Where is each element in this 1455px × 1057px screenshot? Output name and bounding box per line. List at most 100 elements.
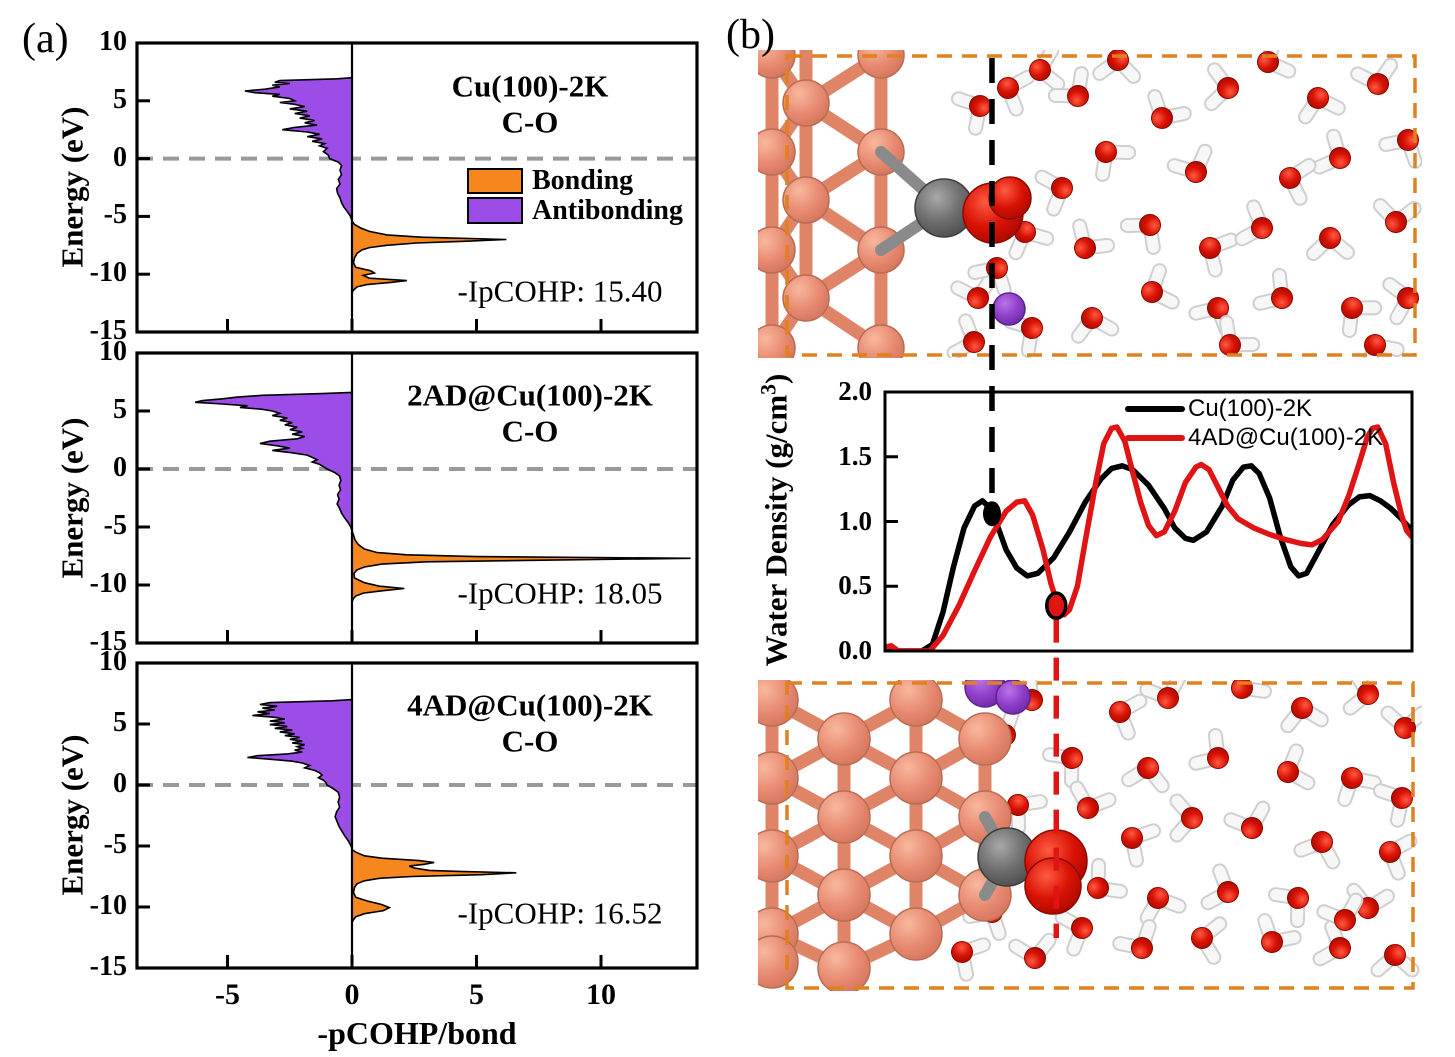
co-oxygen-atom bbox=[1024, 857, 1082, 915]
water-oxygen-atom bbox=[1051, 177, 1073, 199]
cu-atom bbox=[817, 868, 871, 922]
water-molecule bbox=[1141, 263, 1180, 310]
water-molecule bbox=[1350, 57, 1399, 95]
water-oxygen-atom bbox=[1329, 147, 1351, 169]
water-molecule bbox=[997, 69, 1036, 117]
water-oxygen-atom bbox=[1261, 931, 1283, 953]
marker-black-dot bbox=[982, 501, 1001, 527]
water-molecule bbox=[1002, 314, 1043, 358]
water-oxygen-atom bbox=[951, 941, 973, 963]
water-oxygen-atom bbox=[1217, 881, 1239, 903]
water-oxygen-atom bbox=[997, 77, 1019, 99]
water-oxygen-atom bbox=[1384, 944, 1406, 966]
water-oxygen-atom bbox=[1139, 214, 1161, 236]
water-oxygen-atom bbox=[1081, 307, 1103, 329]
snapshot-border bbox=[785, 681, 1415, 990]
water-molecule bbox=[1257, 913, 1302, 953]
cu-atom bbox=[758, 829, 799, 883]
marker-red-circle bbox=[1045, 591, 1068, 620]
water-molecule bbox=[1219, 315, 1261, 356]
water-oxygen-atom bbox=[1157, 687, 1179, 709]
bonding-area bbox=[351, 218, 507, 294]
water-molecule bbox=[1070, 307, 1120, 344]
water-molecule bbox=[1370, 944, 1420, 978]
water-oxygen-atom bbox=[1071, 917, 1093, 939]
bonding-area bbox=[351, 848, 517, 924]
cu-atom bbox=[782, 79, 830, 127]
water-molecule bbox=[1223, 800, 1271, 839]
plot-frame bbox=[135, 351, 699, 645]
water-molecule bbox=[1119, 214, 1161, 255]
water-oxygen-atom bbox=[1329, 937, 1351, 959]
cu-bond bbox=[860, 50, 888, 62]
water-molecule bbox=[1382, 276, 1419, 326]
water-oxygen-atom bbox=[1271, 287, 1293, 309]
water-molecule bbox=[1191, 916, 1228, 965]
potassium-atom bbox=[995, 680, 1031, 715]
water-oxygen-atom bbox=[1181, 807, 1203, 829]
co-oxygen-atom bbox=[988, 176, 1032, 220]
water-molecule bbox=[1139, 887, 1187, 926]
plot-frame bbox=[135, 41, 699, 334]
water-molecule bbox=[1072, 218, 1116, 259]
cu-atom bbox=[958, 712, 1012, 766]
cu-atom bbox=[817, 790, 871, 844]
water-molecule bbox=[1379, 833, 1418, 881]
water-molecule bbox=[946, 313, 985, 358]
water-oxygen-atom bbox=[1021, 317, 1043, 339]
legend-bonding-swatch bbox=[467, 168, 523, 194]
water-molecule bbox=[1306, 227, 1356, 262]
water-oxygen-atom bbox=[1291, 697, 1313, 719]
cu-atom bbox=[889, 751, 943, 805]
water-oxygen-atom bbox=[1277, 761, 1299, 783]
water-oxygen-atom bbox=[1061, 747, 1083, 769]
cu-atom bbox=[782, 274, 830, 322]
cu-atom bbox=[758, 935, 799, 989]
water-molecule bbox=[1169, 793, 1203, 843]
water-molecule bbox=[1257, 50, 1297, 79]
water-oxygen-atom bbox=[1147, 887, 1169, 909]
water-oxygen-atom bbox=[1231, 680, 1253, 699]
cu-atom bbox=[857, 324, 905, 358]
cu-atom bbox=[889, 907, 943, 961]
water-oxygen-atom bbox=[1319, 227, 1341, 249]
water-molecule bbox=[1380, 705, 1422, 739]
water-molecule bbox=[1373, 783, 1413, 828]
cu-atom bbox=[889, 829, 943, 883]
water-molecule bbox=[1112, 919, 1157, 959]
water-molecule bbox=[1109, 693, 1148, 741]
water-oxygen-atom bbox=[969, 95, 991, 117]
water-oxygen-atom bbox=[1251, 217, 1273, 239]
water-molecule bbox=[1311, 128, 1351, 175]
water-oxygen-atom bbox=[1394, 717, 1416, 739]
water-oxygen-atom bbox=[1087, 877, 1109, 899]
pcohp-panel-1 bbox=[135, 41, 699, 334]
density-curve-red bbox=[885, 424, 1412, 651]
water-molecule bbox=[1342, 680, 1379, 716]
cu-atom bbox=[758, 751, 799, 805]
water-molecule bbox=[1166, 143, 1213, 183]
water-molecule bbox=[1231, 680, 1272, 699]
water-molecule bbox=[1204, 62, 1239, 112]
water-oxygen-atom bbox=[1077, 797, 1099, 819]
cu-atom bbox=[783, 0, 829, 31]
water-molecule bbox=[950, 271, 999, 309]
cu-atom bbox=[817, 941, 871, 991]
water-oxygen-atom bbox=[1185, 161, 1207, 183]
water-oxygen-atom bbox=[1029, 59, 1051, 81]
water-molecule bbox=[1341, 297, 1383, 339]
water-oxygen-atom bbox=[1137, 757, 1159, 779]
water-oxygen-atom bbox=[1341, 297, 1363, 319]
water-oxygen-atom bbox=[1219, 334, 1241, 356]
legend-antibonding-swatch bbox=[467, 197, 523, 224]
water-molecule bbox=[1121, 823, 1161, 868]
water-oxygen-atom bbox=[1199, 237, 1221, 259]
water-molecule bbox=[1095, 141, 1137, 182]
water-molecule bbox=[1034, 169, 1073, 217]
cu-atom bbox=[889, 680, 943, 727]
water-oxygen-atom bbox=[1367, 73, 1389, 95]
water-molecule bbox=[1121, 757, 1170, 794]
water-oxygen-atom bbox=[1334, 909, 1356, 931]
